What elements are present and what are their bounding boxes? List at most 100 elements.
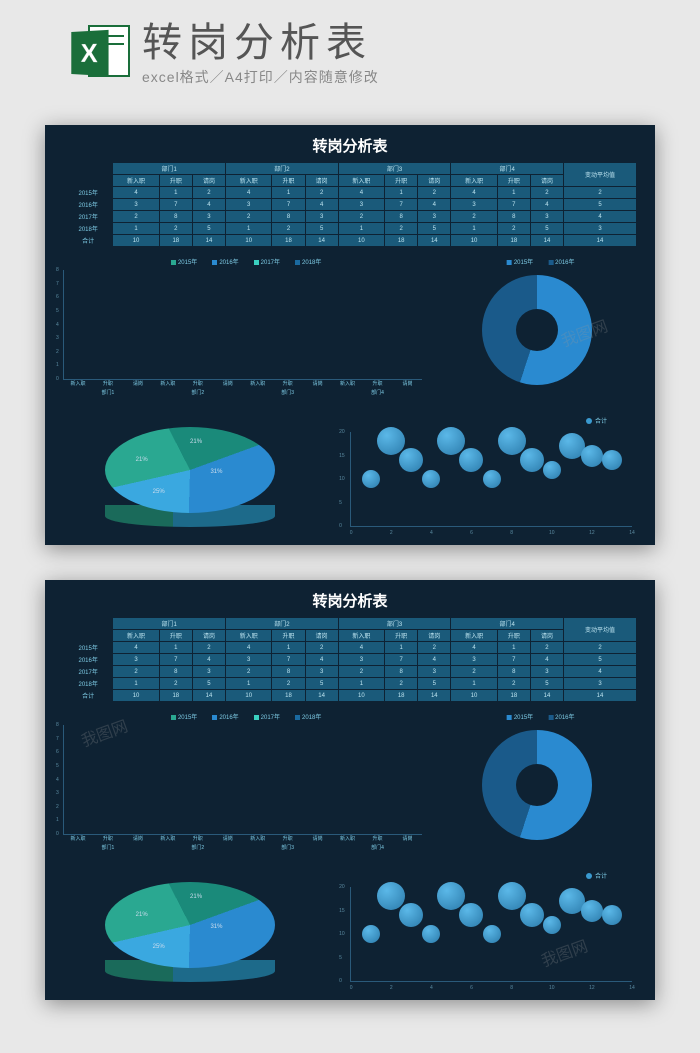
table-cell: 2 [385,678,418,690]
bubble [543,916,561,934]
table-cell: 18 [272,235,305,247]
pie-label: 31% [210,469,222,475]
table-cell: 2 [418,187,451,199]
sub-header: 请岗 [305,175,338,187]
table-cell: 1 [226,678,272,690]
table-cell: 1 [385,642,418,654]
table-cell: 1 [338,223,384,235]
panel-title: 转岗分析表 [63,135,637,156]
table-cell: 14 [305,235,338,247]
row-label: 2018年 [64,223,113,235]
table-cell: 4 [113,187,159,199]
table-cell: 5 [192,678,225,690]
table-cell: 2 [564,187,637,199]
sub-header: 新入职 [338,175,384,187]
pie-label: 25% [153,944,165,950]
table-cell: 3 [418,211,451,223]
table-cell: 2 [113,211,159,223]
header-text: 转岗分析表 excel格式／A4打印／内容随意修改 [142,23,379,87]
table-cell: 3 [192,666,225,678]
table-cell: 14 [530,235,563,247]
table-cell: 1 [272,642,305,654]
row-label: 合计 [64,690,113,702]
bubble [437,882,465,910]
sub-header: 新入职 [113,175,159,187]
table-cell: 3 [113,654,159,666]
table-cell: 2 [272,678,305,690]
dept-header: 部门1 [113,163,226,175]
table-cell: 4 [226,642,272,654]
table-cell: 18 [159,235,192,247]
dept-header: 部门4 [451,618,564,630]
dept-header: 部门4 [451,163,564,175]
table-cell: 10 [226,690,272,702]
table-cell: 4 [192,654,225,666]
row-label: 2016年 [64,654,113,666]
table-cell: 3 [418,666,451,678]
table-cell: 8 [272,666,305,678]
table-cell: 4 [418,654,451,666]
bubble [602,450,622,470]
table-cell: 7 [385,199,418,211]
table-cell: 4 [530,654,563,666]
table-cell: 7 [272,199,305,211]
table-cell: 14 [530,690,563,702]
table-cell: 10 [113,690,159,702]
table-cell: 14 [305,690,338,702]
table-cell: 2 [113,666,159,678]
bubble [399,903,423,927]
dept-header: 部门2 [226,163,339,175]
table-cell: 8 [159,211,192,223]
dashboard-panel-1: 转岗分析表部门1部门2部门3部门4变动平均值新入职升职请岗新入职升职请岗新入职升… [45,125,655,545]
pie-label: 25% [153,489,165,495]
table-cell: 18 [385,690,418,702]
bubble [543,461,561,479]
bubble [498,427,526,455]
bar-chart: 2015年2016年2017年2018年012345678新入职升职请岗新入职升… [63,712,422,857]
table-cell: 2 [192,187,225,199]
pie-label: 21% [136,457,148,463]
sub-header: 升职 [497,175,530,187]
table-cell: 5 [564,199,637,211]
bubble [602,905,622,925]
table-cell: 3 [226,199,272,211]
table-cell: 1 [497,187,530,199]
table-cell: 3 [564,223,637,235]
bubble [581,900,603,922]
table-cell: 7 [272,654,305,666]
table-cell: 1 [385,187,418,199]
bar-chart: 2015年2016年2017年2018年012345678新入职升职请岗新入职升… [63,257,422,402]
bubble [483,925,501,943]
table-cell: 3 [305,211,338,223]
legend-item: 2018年 [288,257,321,266]
bubble [377,882,405,910]
table-cell: 1 [159,642,192,654]
sub-header: 新入职 [226,630,272,642]
legend-item: 2018年 [288,712,321,721]
sub-header: 新入职 [338,630,384,642]
table-cell: 10 [338,235,384,247]
table-cell: 3 [113,199,159,211]
sub-header: 升职 [159,175,192,187]
table-cell: 5 [192,223,225,235]
table-cell: 3 [226,654,272,666]
row-label: 2018年 [64,678,113,690]
avg-header: 变动平均值 [564,618,637,642]
row-label: 合计 [64,235,113,247]
header-title: 转岗分析表 [142,23,379,63]
table-cell: 3 [192,211,225,223]
table-cell: 7 [159,199,192,211]
table-cell: 1 [272,187,305,199]
sub-header: 升职 [272,630,305,642]
table-cell: 18 [385,235,418,247]
pie-label: 21% [190,894,202,900]
table-cell: 2 [226,211,272,223]
table-cell: 5 [530,223,563,235]
bubble [377,427,405,455]
row-label: 2015年 [64,187,113,199]
table-cell: 2 [564,642,637,654]
table-cell: 10 [338,690,384,702]
bubble [459,448,483,472]
table-cell: 1 [497,642,530,654]
sub-header: 请岗 [418,630,451,642]
